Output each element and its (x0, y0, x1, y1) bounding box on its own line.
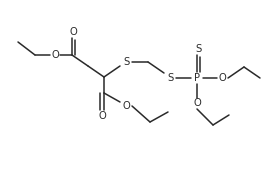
Text: O: O (69, 27, 77, 37)
Text: O: O (218, 73, 226, 83)
Text: P: P (194, 73, 200, 83)
Text: O: O (122, 101, 130, 111)
Text: O: O (51, 50, 59, 60)
Text: S: S (167, 73, 173, 83)
Text: O: O (98, 111, 106, 121)
Text: S: S (195, 44, 201, 54)
Text: O: O (193, 98, 201, 108)
Text: S: S (123, 57, 129, 67)
